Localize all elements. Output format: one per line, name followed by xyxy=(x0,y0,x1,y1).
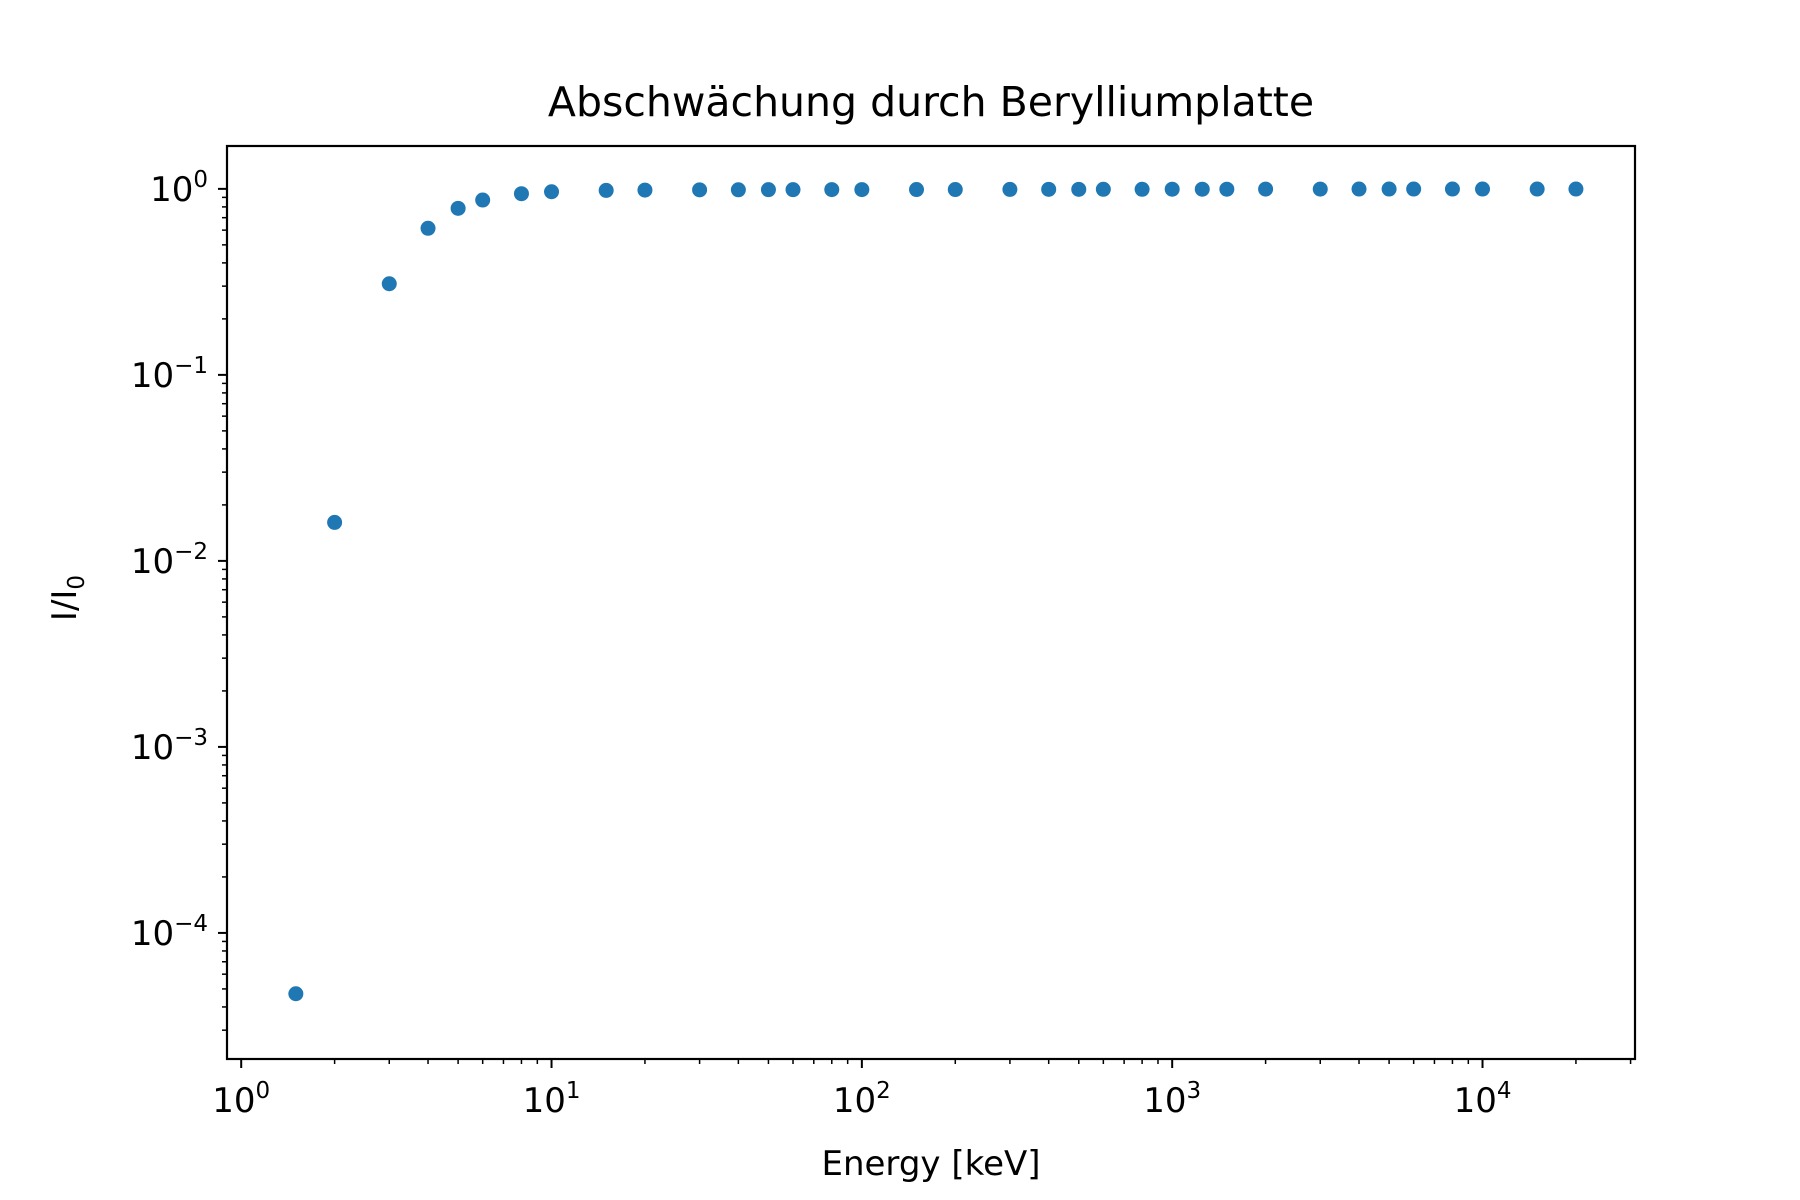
data-point xyxy=(1351,181,1367,197)
data-point xyxy=(854,182,870,198)
x-tick-label-base: 10 xyxy=(833,1081,876,1121)
data-point xyxy=(692,182,708,198)
x-tick-label-exp: 4 xyxy=(1497,1078,1512,1104)
data-point xyxy=(947,182,963,198)
data-point xyxy=(544,184,560,200)
x-tick-label-exp: 1 xyxy=(566,1078,581,1104)
y-tick-label-base: 10 xyxy=(131,542,174,582)
data-point xyxy=(785,182,801,198)
x-tick-label-exp: 0 xyxy=(256,1078,271,1104)
data-point xyxy=(1041,181,1057,197)
data-point xyxy=(1529,181,1545,197)
data-point xyxy=(1381,181,1397,197)
x-tick-label: 101 xyxy=(523,1078,581,1121)
x-tick-label-base: 10 xyxy=(523,1081,566,1121)
x-tick-label-base: 10 xyxy=(1143,1081,1186,1121)
data-point xyxy=(288,986,304,1002)
data-points xyxy=(288,181,1584,1002)
x-tick-label: 103 xyxy=(1143,1078,1201,1121)
y-tick-label-exp: −4 xyxy=(174,911,208,937)
data-point xyxy=(1164,181,1180,197)
data-point xyxy=(420,220,436,236)
y-axis-label-base: I/I xyxy=(45,590,85,622)
data-point xyxy=(327,514,343,530)
data-point xyxy=(1312,181,1328,197)
data-point xyxy=(824,182,840,198)
x-tick-label: 100 xyxy=(212,1078,270,1121)
data-point xyxy=(598,182,614,198)
data-point xyxy=(1071,181,1087,197)
data-point xyxy=(450,200,466,216)
y-tick-label: 10−4 xyxy=(131,911,208,954)
y-tick-label: 100 xyxy=(150,167,208,210)
y-tick-label-base: 10 xyxy=(131,728,174,768)
data-point xyxy=(1258,181,1274,197)
data-point xyxy=(909,182,925,198)
data-point xyxy=(637,182,653,198)
y-tick-label-exp: −2 xyxy=(174,539,208,565)
y-tick-label-exp: −3 xyxy=(174,725,208,751)
y-tick-label-exp: −1 xyxy=(174,353,208,379)
y-tick-label-base: 10 xyxy=(131,914,174,954)
data-point xyxy=(1406,181,1422,197)
x-tick-label-exp: 2 xyxy=(876,1078,891,1104)
data-point xyxy=(1134,181,1150,197)
data-point xyxy=(730,182,746,198)
x-tick-label: 104 xyxy=(1454,1078,1512,1121)
plot-frame xyxy=(225,144,1637,1061)
x-tick-label: 102 xyxy=(833,1078,891,1121)
y-tick-label-base: 10 xyxy=(150,170,193,210)
data-point xyxy=(1194,181,1210,197)
y-tick-label-base: 10 xyxy=(131,356,174,396)
data-point xyxy=(513,186,529,202)
data-point xyxy=(1568,181,1584,197)
data-point xyxy=(475,192,491,208)
y-tick-label: 10−1 xyxy=(131,353,208,396)
chart-title: Abschwächung durch Berylliumplatte xyxy=(548,78,1314,126)
x-tick-label-base: 10 xyxy=(212,1081,255,1121)
y-axis-label-sub: 0 xyxy=(64,575,90,590)
y-tick-label: 10−2 xyxy=(131,539,208,582)
data-point xyxy=(1095,181,1111,197)
x-tick-label-exp: 3 xyxy=(1186,1078,1201,1104)
data-point xyxy=(760,182,776,198)
data-point xyxy=(1219,181,1235,197)
y-tick-label-exp: 0 xyxy=(193,167,208,193)
data-point xyxy=(1002,181,1018,197)
y-axis-label: I/I0 xyxy=(45,575,90,621)
y-tick-label: 10−3 xyxy=(131,725,208,768)
x-tick-label-base: 10 xyxy=(1454,1081,1497,1121)
data-point xyxy=(1444,181,1460,197)
x-axis-label: Energy [keV] xyxy=(821,1144,1040,1184)
data-point xyxy=(1475,181,1491,197)
data-point xyxy=(381,276,397,292)
